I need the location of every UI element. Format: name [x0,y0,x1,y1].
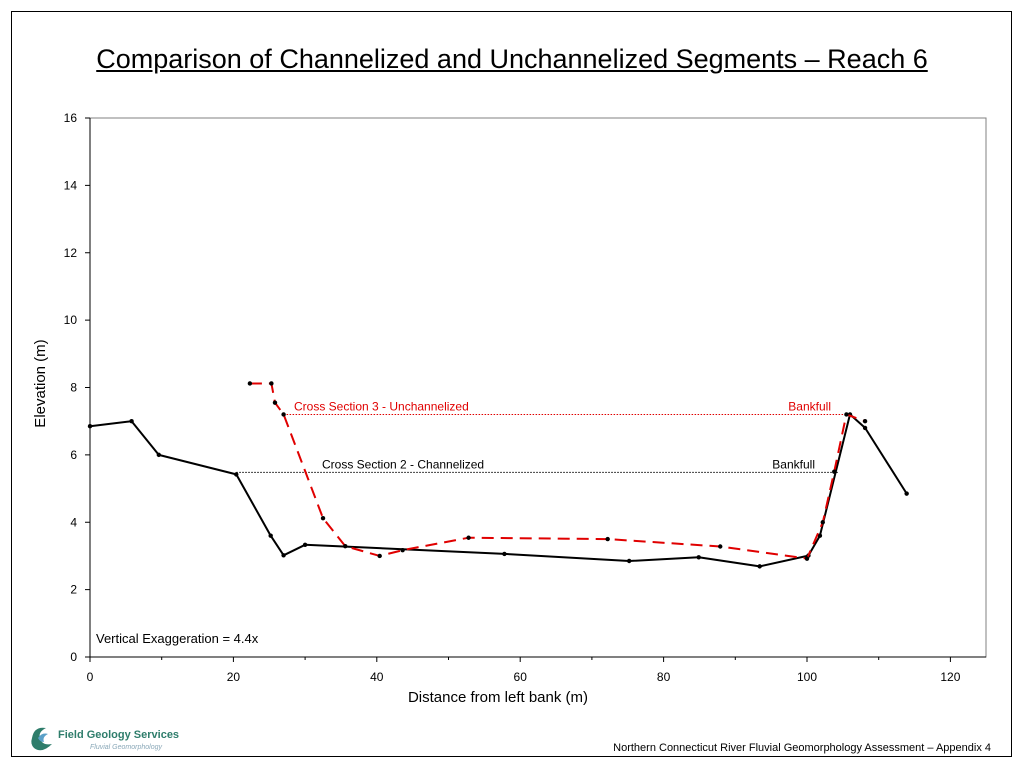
y-tick-label: 2 [70,583,77,597]
bankfull-label: Bankfull [772,457,815,471]
y-tick-label: 8 [70,381,77,395]
x-tick-label: 120 [940,670,960,684]
data-point [820,520,825,525]
data-point [696,555,701,560]
data-point [904,491,909,496]
data-point [269,381,274,386]
data-point [626,558,632,564]
data-point [844,412,849,417]
data-point [268,533,273,538]
y-tick-label: 12 [64,246,78,260]
data-point [302,542,308,548]
y-tick-label: 14 [64,178,78,192]
data-point [377,553,382,559]
x-tick-label: 20 [227,670,241,684]
bankfull-series-label: Cross Section 3 - Unchannelized [294,399,469,413]
y-axis-label: Elevation (m) [32,339,49,427]
plot-area-frame [89,117,987,658]
data-point [832,469,837,474]
data-point [156,452,162,458]
series-line [249,382,866,560]
bankfull-series-label: Cross Section 2 - Channelized [322,457,484,471]
y-tick-label: 16 [64,111,78,125]
data-point [718,544,723,549]
data-point [502,551,507,557]
x-tick-label: 100 [797,670,817,684]
data-point [343,543,348,549]
data-point [272,400,278,405]
data-point [817,533,823,538]
field-geology-services-logo: Field Geology Services Fluvial Geomorpho… [28,724,188,754]
y-tick-label: 0 [70,650,77,664]
data-point [320,516,326,521]
x-tick-label: 80 [657,670,671,684]
data-point [400,548,405,553]
data-point [862,418,868,424]
series-line [89,413,908,568]
y-tick-label: 6 [70,448,77,462]
data-point [281,553,286,558]
x-tick-label: 40 [370,670,384,684]
data-point [87,424,93,429]
slide-frame [11,11,1012,757]
bankfull-label: Bankfull [788,399,831,413]
vertical-exaggeration-note: Vertical Exaggeration = 4.4x [96,631,259,646]
data-point [247,381,253,386]
logo-name: Field Geology Services [58,729,179,741]
slide-title: Comparison of Channelized and Unchanneli… [96,44,928,74]
logo-tagline: Fluvial Geomorphology [90,744,162,751]
data-point [466,535,471,540]
x-axis-label: Distance from left bank (m) [408,689,588,706]
x-tick-label: 0 [87,670,94,684]
data-point [281,412,286,417]
data-point [862,425,868,431]
river-swoosh-icon [31,727,52,751]
data-point [804,556,810,561]
y-tick-label: 4 [70,515,77,529]
footer-text: Northern Connecticut River Fluvial Geomo… [613,742,991,754]
data-point [605,536,610,542]
data-point [757,564,762,569]
y-tick-label: 10 [64,313,78,327]
data-point [129,418,134,424]
data-point [234,472,239,477]
x-tick-label: 60 [514,670,528,684]
